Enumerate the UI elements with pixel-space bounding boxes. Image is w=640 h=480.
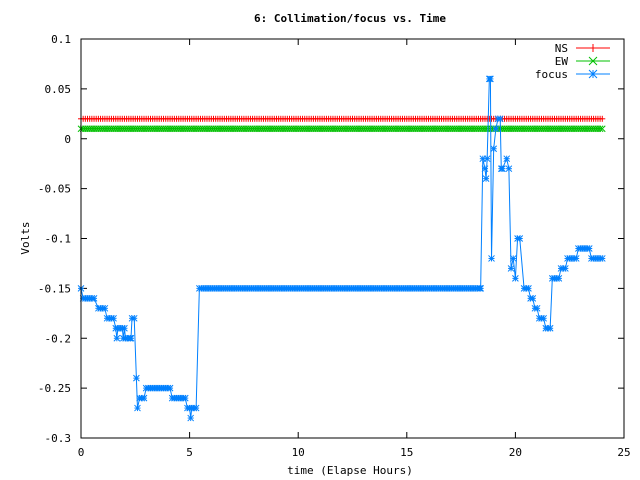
data-point: [487, 75, 494, 83]
data-point: [562, 265, 569, 272]
y-tick-label: -0.2: [45, 332, 72, 345]
data-point: [490, 145, 498, 153]
data-point: [133, 374, 140, 382]
data-point: [555, 275, 563, 282]
data-point: [529, 294, 537, 302]
legend-label: focus: [535, 68, 568, 81]
data-point: [110, 314, 117, 322]
data-point: [572, 255, 580, 262]
data-point: [90, 294, 98, 302]
data-point: [130, 314, 138, 322]
y-tick-label: -0.15: [38, 282, 71, 295]
y-tick-label: 0.1: [51, 33, 71, 46]
data-point: [481, 165, 489, 173]
series-NS: [78, 115, 606, 122]
data-point: [187, 414, 195, 422]
series-EW: [77, 125, 606, 133]
data-point: [477, 285, 485, 292]
data-point: [166, 384, 174, 392]
y-tick-label: 0.05: [45, 83, 72, 96]
data-point: [596, 125, 604, 133]
data-point: [192, 404, 200, 412]
data-point: [121, 324, 128, 332]
data-point: [113, 334, 121, 342]
y-tick-label: -0.25: [38, 382, 71, 395]
y-tick-label: -0.05: [38, 183, 71, 196]
y-tick-label: -0.3: [45, 432, 72, 445]
plot-frame: [80, 38, 625, 439]
data-point: [134, 404, 141, 412]
data-point: [540, 314, 547, 322]
legend-label: EW: [555, 55, 569, 68]
x-tick-label: 5: [186, 446, 193, 459]
x-axis-label: time (Elapse Hours): [287, 464, 413, 477]
data-point: [598, 125, 606, 133]
series-layer: [77, 75, 606, 422]
x-tick-label: 20: [509, 446, 522, 459]
series-focus: [77, 75, 606, 422]
tick-layer: 0 5 10 15 20 25 -0.3 -0.25 -0.2 -0.15 -0.1 -0.05 0 0.…: [38, 33, 631, 459]
data-point: [525, 285, 532, 292]
x-tick-label: 10: [292, 446, 305, 459]
legend-marker: [589, 44, 597, 52]
data-point: [599, 115, 606, 122]
data-point: [496, 115, 504, 123]
data-point: [101, 304, 109, 312]
data-point: [533, 304, 541, 312]
data-point: [507, 265, 515, 272]
legend-label: NS: [555, 42, 568, 55]
data-point: [585, 245, 593, 252]
data-point: [512, 275, 519, 282]
series-line: [80, 78, 603, 419]
data-point: [492, 125, 500, 133]
data-point: [127, 334, 135, 342]
x-tick-label: 15: [400, 446, 413, 459]
data-point: [482, 175, 490, 183]
data-point: [598, 255, 606, 262]
x-tick-label: 25: [617, 446, 630, 459]
data-point: [181, 394, 189, 402]
data-point: [488, 255, 495, 262]
chart-title: 6: Collimation/focus vs. Time: [254, 12, 446, 25]
data-point: [499, 165, 506, 173]
y-axis-label: Volts: [19, 221, 32, 254]
data-point: [516, 235, 524, 242]
data-point: [546, 324, 554, 332]
data-point: [505, 165, 513, 173]
data-point: [483, 155, 491, 163]
data-point: [509, 255, 517, 262]
data-point: [140, 394, 148, 402]
x-tick-label: 0: [78, 446, 85, 459]
legend-marker: [588, 56, 598, 66]
y-tick-label: -0.1: [45, 233, 72, 246]
y-tick-label: 0: [64, 133, 71, 146]
data-point: [503, 155, 511, 163]
legend-marker: [588, 69, 598, 79]
